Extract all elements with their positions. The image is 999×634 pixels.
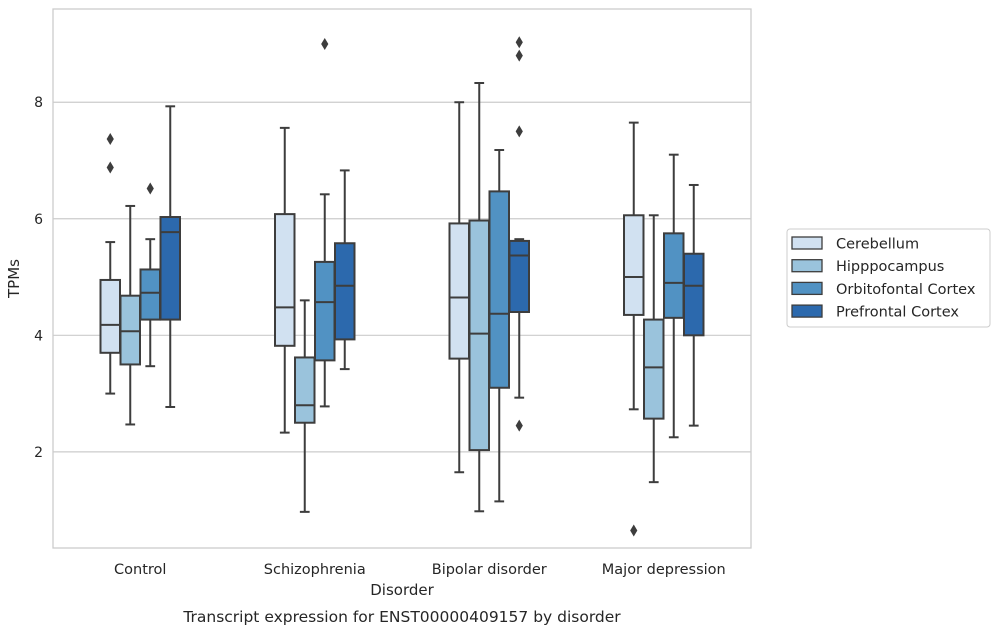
box xyxy=(623,214,645,316)
legend-label: Hipppocampus xyxy=(836,259,944,275)
box xyxy=(159,216,181,321)
outlier-point xyxy=(321,37,329,50)
legend-swatch xyxy=(791,259,823,273)
y-tick-label: 6 xyxy=(34,212,43,228)
box xyxy=(139,268,161,321)
x-axis-label: Disorder xyxy=(370,581,434,599)
box-groups xyxy=(99,36,705,537)
legend-swatch xyxy=(791,281,823,296)
x-tick-labels: Control Schizophrenia Bipolar disorder Majo… xyxy=(114,562,726,578)
box xyxy=(119,294,141,366)
category-group xyxy=(274,37,356,513)
x-tick-label: Major depression xyxy=(602,562,726,578)
category-group xyxy=(99,105,181,426)
box xyxy=(488,190,510,389)
outlier-point xyxy=(515,125,523,138)
outlier-point xyxy=(515,419,523,432)
box xyxy=(468,219,490,452)
legend-frame xyxy=(786,228,991,328)
box xyxy=(314,260,336,362)
x-tick-label: Control xyxy=(114,562,166,578)
outlier-point xyxy=(106,132,114,145)
y-tick-label: 8 xyxy=(34,95,43,111)
box xyxy=(99,278,121,354)
x-tick-label: Bipolar disorder xyxy=(432,562,547,578)
box xyxy=(508,239,530,314)
box xyxy=(294,356,316,424)
box xyxy=(334,242,356,341)
legend-swatch xyxy=(791,236,823,250)
y-tick-label: 4 xyxy=(34,328,43,344)
legend: Cerebellum Hipppocampus Orbitofontal Corte… xyxy=(786,228,991,328)
chart-caption: Transcript expression for ENST0000040915… xyxy=(182,608,621,626)
category-group xyxy=(623,121,705,537)
legend-label: Prefrontal Cortex xyxy=(836,305,959,321)
y-axis-label: TPMs xyxy=(5,259,23,299)
x-tick-label: Schizophrenia xyxy=(264,562,366,578)
outlier-point xyxy=(106,161,114,174)
y-tick-labels: 2 4 6 8 xyxy=(34,95,43,461)
outlier-point xyxy=(630,524,638,537)
outlier-point xyxy=(146,182,154,195)
legend-label: Cerebellum xyxy=(836,237,919,253)
box xyxy=(683,252,705,337)
box xyxy=(663,232,685,319)
legend-label: Orbitofontal Cortex xyxy=(836,282,976,298)
category-group xyxy=(448,36,530,513)
outlier-point xyxy=(515,49,523,62)
box xyxy=(448,222,470,360)
y-tick-label: 2 xyxy=(34,445,43,461)
box xyxy=(643,318,665,420)
plot-frame xyxy=(52,8,752,549)
box xyxy=(274,213,296,347)
outlier-point xyxy=(515,36,523,49)
legend-swatch xyxy=(791,304,823,318)
